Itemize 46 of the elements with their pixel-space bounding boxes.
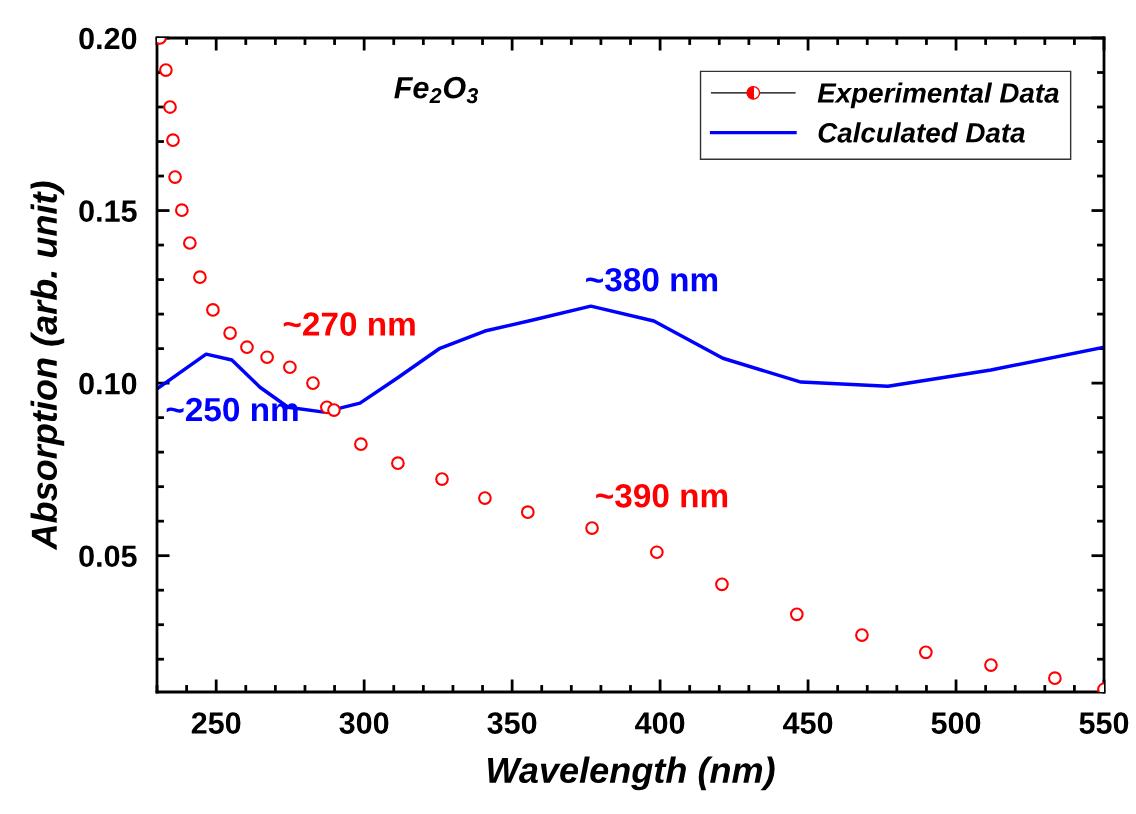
text: Fe$_{2}$O$_{3}$ <box>394 76 479 104</box>
point <box>520 505 535 520</box>
annotation: ~270 nm <box>283 312 415 336</box>
x-tick-label: 550 <box>1079 712 1129 734</box>
legend-label: Calculated Data <box>818 122 1025 143</box>
annotation: ~380 nm <box>586 267 718 292</box>
point <box>193 270 207 285</box>
x-tick-label: 300 <box>339 712 389 734</box>
annotation: ~390 nm <box>596 483 728 508</box>
y-tick-label: 0.20 <box>79 27 137 50</box>
point <box>391 456 405 471</box>
x-tick-label: 350 <box>487 712 537 734</box>
point <box>478 491 492 505</box>
point <box>240 340 254 355</box>
x-tick-label: 250 <box>191 712 241 734</box>
point <box>175 203 189 218</box>
y-tick-label: 0.05 <box>79 545 137 568</box>
point <box>789 607 804 622</box>
point <box>223 326 237 340</box>
point <box>649 545 664 560</box>
x-axis-title: Wavelength (nm) <box>488 756 775 791</box>
point <box>984 658 998 672</box>
legend-label: Experimental Data <box>817 82 1059 109</box>
point <box>354 437 368 452</box>
point <box>1048 671 1062 686</box>
point <box>435 472 449 486</box>
x-tick-label: 400 <box>635 712 685 734</box>
y-axis-title: Absorption (arb. unit) <box>30 181 65 551</box>
point <box>327 403 341 417</box>
point <box>159 63 173 77</box>
point <box>585 521 599 535</box>
y-tick-label: 0.10 <box>79 372 137 395</box>
point <box>206 303 220 317</box>
point <box>260 350 274 365</box>
point <box>163 100 177 114</box>
point <box>715 577 729 592</box>
point <box>855 628 869 642</box>
point <box>283 360 297 375</box>
point <box>168 170 182 184</box>
point <box>306 376 320 390</box>
x-tick-label: 500 <box>931 712 981 734</box>
point <box>919 645 933 660</box>
x-tick-label: 450 <box>783 712 833 734</box>
point <box>183 236 197 250</box>
y-tick-label: 0.15 <box>79 200 137 222</box>
point <box>166 133 180 148</box>
